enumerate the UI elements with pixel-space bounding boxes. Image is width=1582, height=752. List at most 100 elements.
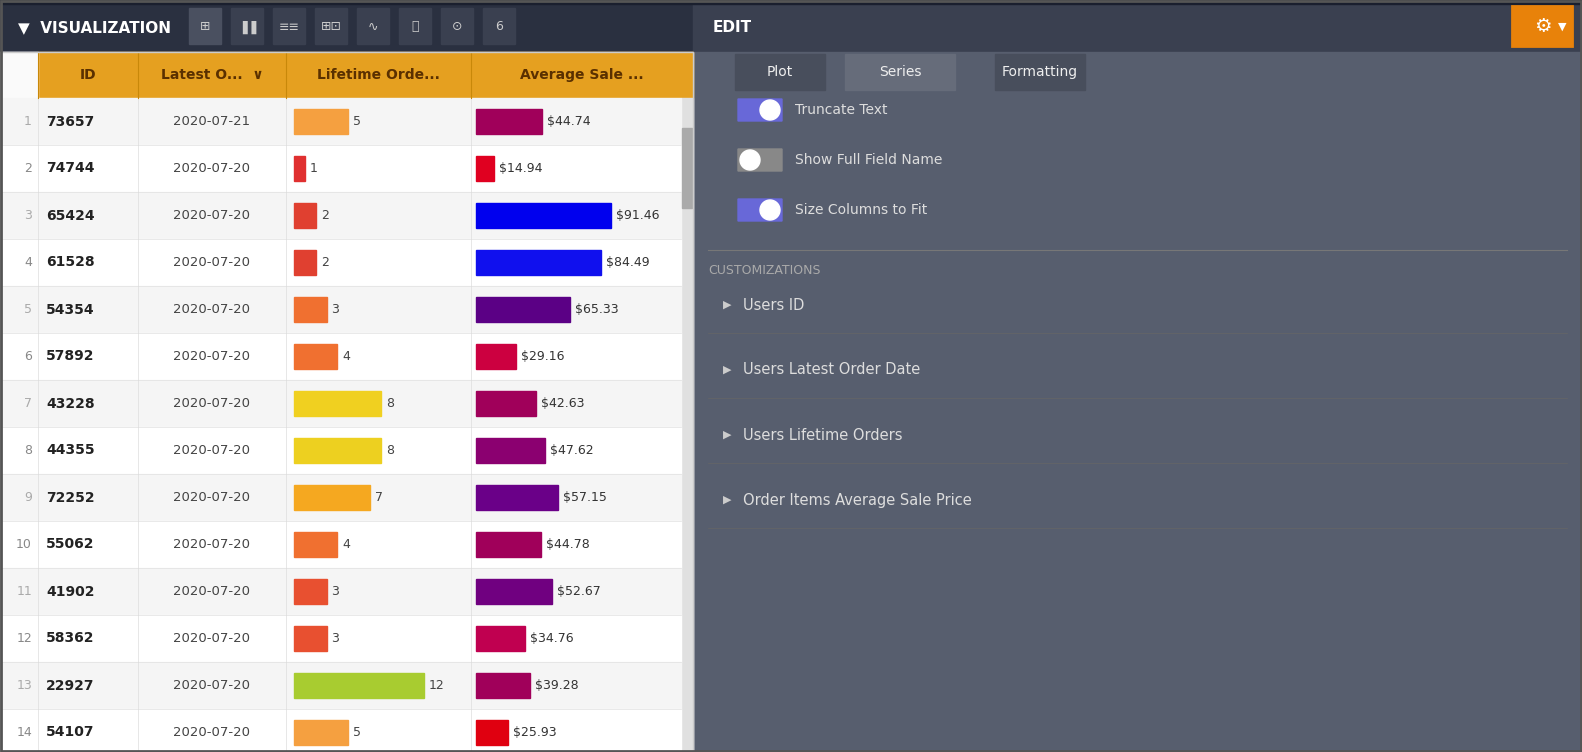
Text: $42.63: $42.63 [541,397,585,410]
Bar [0,98,680,145]
Text: Average Sale ...: Average Sale ... [520,68,644,82]
FancyBboxPatch shape [737,149,782,171]
Text: ⊞⊡: ⊞⊡ [321,20,342,34]
Text: ⊙: ⊙ [452,20,462,34]
Bar [294,579,326,604]
Text: ⊞: ⊞ [199,20,210,34]
Bar [399,8,430,44]
Bar [441,8,473,44]
Text: Users Latest Order Date: Users Latest Order Date [744,362,921,378]
Text: Users ID: Users ID [744,298,804,313]
Text: Size Columns to Fit: Size Columns to Fit [796,203,927,217]
Text: 7: 7 [24,397,32,410]
Circle shape [759,200,780,220]
Text: 2: 2 [24,162,32,175]
Text: 4: 4 [342,350,350,363]
Text: Plot: Plot [767,65,793,79]
Text: 13: 13 [16,679,32,692]
Text: 14: 14 [16,726,32,739]
Text: ∿: ∿ [367,20,378,34]
Text: 2020-07-20: 2020-07-20 [174,209,250,222]
Bar [0,286,680,333]
Text: 57892: 57892 [46,350,95,363]
Text: ▶: ▶ [723,430,731,440]
Bar [0,427,680,474]
Text: ID: ID [79,68,97,82]
Text: $47.62: $47.62 [551,444,593,457]
Text: ▼: ▼ [1558,22,1566,32]
Text: 1: 1 [310,162,318,175]
Bar [0,568,680,615]
Text: 2020-07-20: 2020-07-20 [174,585,250,598]
Bar [0,380,680,427]
Text: $44.74: $44.74 [547,115,590,128]
Text: Series: Series [878,65,921,79]
Text: 3: 3 [24,209,32,222]
Text: 2020-07-20: 2020-07-20 [174,491,250,504]
Text: 2020-07-20: 2020-07-20 [174,303,250,316]
Text: 2020-07-20: 2020-07-20 [174,162,250,175]
Bar [476,485,558,510]
Bar [476,250,601,274]
Text: $34.76: $34.76 [530,632,573,645]
Bar [0,0,1582,4]
Text: 44355: 44355 [46,444,95,457]
Text: 12: 12 [429,679,445,692]
Text: 6: 6 [24,350,32,363]
Bar [0,239,680,286]
Text: $39.28: $39.28 [535,679,579,692]
Text: 2020-07-20: 2020-07-20 [174,538,250,551]
Text: 54107: 54107 [46,726,95,739]
Bar [693,0,1582,52]
Bar [0,192,680,239]
Text: 11: 11 [16,585,32,598]
Text: $91.46: $91.46 [617,209,660,222]
Bar [0,474,680,521]
Bar [476,720,508,744]
Bar [0,52,693,752]
Bar [315,8,346,44]
Text: 3: 3 [332,585,340,598]
Text: 3: 3 [332,303,340,316]
Text: 9: 9 [24,491,32,504]
Text: 5: 5 [24,303,32,316]
Bar [294,297,326,322]
Text: 2020-07-21: 2020-07-21 [174,115,250,128]
Text: Formatting: Formatting [1001,65,1077,79]
Text: 7: 7 [375,491,383,504]
Text: 2020-07-20: 2020-07-20 [174,256,250,269]
Bar [845,54,956,90]
Text: 2: 2 [321,256,329,269]
Text: 41902: 41902 [46,584,95,599]
Text: ≡≡: ≡≡ [278,20,299,34]
Text: Show Full Field Name: Show Full Field Name [796,153,943,167]
Bar [294,391,381,416]
Bar [682,128,691,208]
Bar [38,52,693,98]
Bar [476,344,516,368]
Text: $14.94: $14.94 [498,162,543,175]
Text: 12: 12 [16,632,32,645]
Bar [294,485,370,510]
FancyBboxPatch shape [737,199,782,221]
Bar [294,673,424,698]
FancyBboxPatch shape [737,99,782,121]
Bar [358,8,389,44]
Text: $29.16: $29.16 [520,350,565,363]
Bar [0,52,38,98]
Bar [476,203,611,228]
Bar [231,8,263,44]
Text: ▶: ▶ [723,495,731,505]
Text: 2020-07-20: 2020-07-20 [174,444,250,457]
Bar [476,109,543,134]
Bar [294,344,337,368]
Bar [476,391,536,416]
Bar [476,532,541,556]
Bar [995,54,1085,90]
Bar [188,8,221,44]
Bar [0,709,680,752]
Bar [0,662,680,709]
Text: Latest O...  ∨: Latest O... ∨ [161,68,263,82]
Text: ⬛: ⬛ [411,20,419,34]
Bar [294,250,316,274]
